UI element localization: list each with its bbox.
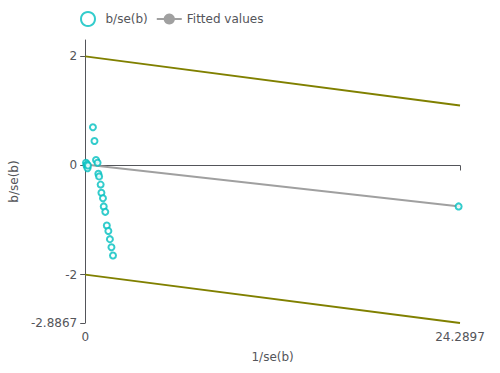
svg-text:b/se(b): b/se(b) — [106, 12, 148, 26]
svg-text:0: 0 — [70, 158, 78, 172]
svg-text:0: 0 — [81, 330, 89, 344]
svg-text:1/se(b): 1/se(b) — [251, 350, 293, 364]
svg-text:Fitted values: Fitted values — [187, 12, 264, 26]
svg-text:-2.8867: -2.8867 — [31, 316, 77, 330]
svg-text:2: 2 — [70, 49, 78, 63]
svg-text:-2: -2 — [65, 268, 77, 282]
svg-text:b/se(b): b/se(b) — [7, 160, 21, 202]
svg-text:24.2897: 24.2897 — [435, 330, 485, 344]
